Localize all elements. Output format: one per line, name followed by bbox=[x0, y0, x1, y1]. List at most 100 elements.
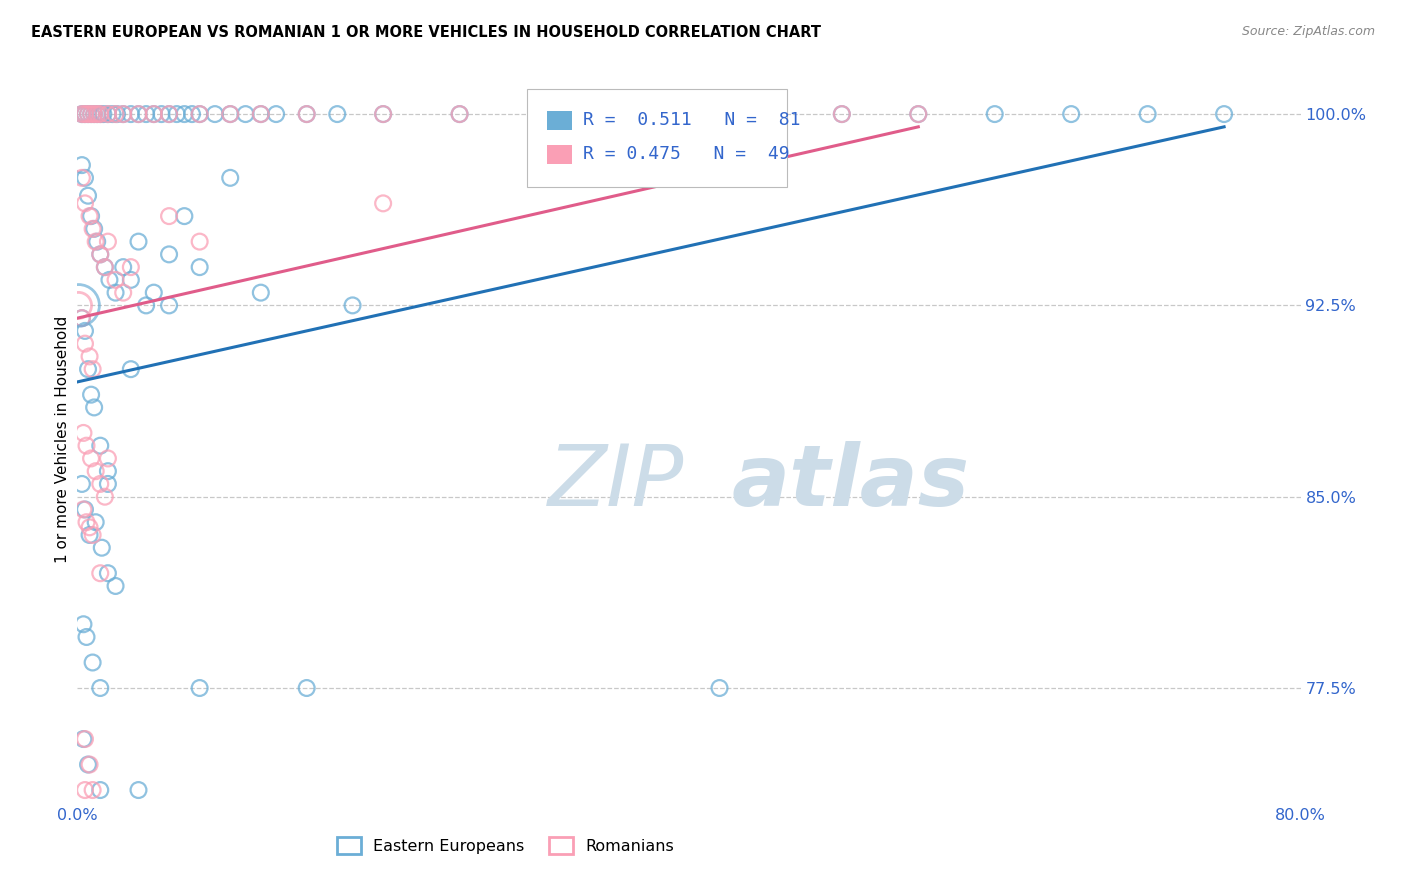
Point bbox=[72, 425, 94, 440]
Point bbox=[326, 107, 349, 121]
Point bbox=[1060, 107, 1083, 121]
Point bbox=[70, 170, 93, 185]
Point bbox=[219, 170, 242, 185]
Point bbox=[76, 515, 98, 529]
Point bbox=[678, 107, 700, 121]
Point bbox=[127, 107, 149, 121]
Point bbox=[77, 757, 100, 772]
Point bbox=[72, 732, 94, 747]
Point bbox=[83, 222, 105, 236]
Point bbox=[142, 285, 165, 300]
Point bbox=[295, 107, 318, 121]
Point bbox=[70, 107, 93, 121]
Point bbox=[127, 107, 149, 121]
Point bbox=[219, 107, 242, 121]
Point bbox=[188, 235, 211, 249]
Point bbox=[104, 579, 127, 593]
Text: EASTERN EUROPEAN VS ROMANIAN 1 OR MORE VEHICLES IN HOUSEHOLD CORRELATION CHART: EASTERN EUROPEAN VS ROMANIAN 1 OR MORE V… bbox=[31, 25, 821, 40]
Point bbox=[112, 107, 135, 121]
Point bbox=[91, 107, 114, 121]
Point bbox=[79, 209, 101, 223]
Point bbox=[342, 298, 364, 312]
Point bbox=[295, 107, 318, 121]
Text: atlas: atlas bbox=[731, 442, 970, 524]
Point bbox=[235, 107, 257, 121]
Point bbox=[709, 681, 731, 695]
Point bbox=[188, 107, 211, 121]
Point bbox=[84, 515, 107, 529]
Point bbox=[89, 477, 111, 491]
Point bbox=[188, 260, 211, 274]
Point bbox=[188, 107, 211, 121]
Point bbox=[105, 107, 128, 121]
Point bbox=[79, 528, 101, 542]
Point bbox=[120, 273, 142, 287]
Point bbox=[602, 107, 624, 121]
Point bbox=[371, 107, 394, 121]
Point bbox=[80, 387, 103, 401]
Point bbox=[101, 107, 124, 121]
Point bbox=[204, 107, 226, 121]
Point bbox=[86, 235, 108, 249]
Point bbox=[97, 107, 120, 121]
Point bbox=[1136, 107, 1159, 121]
Point bbox=[264, 107, 287, 121]
Point bbox=[77, 362, 100, 376]
Point bbox=[70, 311, 93, 326]
Point bbox=[449, 107, 471, 121]
Point bbox=[89, 107, 111, 121]
Point bbox=[219, 107, 242, 121]
Point bbox=[89, 439, 111, 453]
Point bbox=[173, 107, 195, 121]
Point bbox=[166, 107, 188, 121]
Text: R =  0.511   N =  81: R = 0.511 N = 81 bbox=[583, 112, 801, 129]
Point bbox=[76, 439, 98, 453]
Point bbox=[72, 502, 94, 516]
Point bbox=[82, 528, 104, 542]
Point bbox=[80, 107, 103, 121]
Point bbox=[142, 107, 165, 121]
Point bbox=[84, 235, 107, 249]
Point bbox=[524, 107, 547, 121]
Point bbox=[831, 107, 853, 121]
Point bbox=[89, 247, 111, 261]
Point bbox=[80, 451, 103, 466]
Point bbox=[70, 158, 93, 172]
Point bbox=[97, 477, 120, 491]
Point bbox=[449, 107, 471, 121]
Point bbox=[97, 566, 120, 581]
Point bbox=[82, 222, 104, 236]
Point bbox=[524, 107, 547, 121]
Point bbox=[135, 107, 157, 121]
Y-axis label: 1 or more Vehicles in Household: 1 or more Vehicles in Household bbox=[55, 316, 70, 563]
Point bbox=[250, 107, 273, 121]
Point bbox=[73, 732, 96, 747]
Point bbox=[89, 107, 111, 121]
Point bbox=[89, 681, 111, 695]
Point bbox=[157, 107, 180, 121]
Point bbox=[73, 107, 96, 121]
Point bbox=[73, 783, 96, 797]
Point bbox=[188, 681, 211, 695]
Point bbox=[82, 362, 104, 376]
Point bbox=[371, 107, 394, 121]
Point bbox=[73, 336, 96, 351]
Point bbox=[120, 362, 142, 376]
Point bbox=[80, 209, 103, 223]
Text: ZIP: ZIP bbox=[548, 442, 685, 524]
Point bbox=[907, 107, 929, 121]
Legend: Eastern Europeans, Romanians: Eastern Europeans, Romanians bbox=[330, 830, 681, 860]
Point bbox=[80, 107, 103, 121]
Point bbox=[678, 107, 700, 121]
Point bbox=[157, 247, 180, 261]
Text: Source: ZipAtlas.com: Source: ZipAtlas.com bbox=[1241, 25, 1375, 38]
Text: R = 0.475   N =  49: R = 0.475 N = 49 bbox=[583, 145, 790, 163]
Point bbox=[73, 107, 96, 121]
Point bbox=[94, 260, 117, 274]
Point bbox=[120, 260, 142, 274]
Point bbox=[157, 107, 180, 121]
Point bbox=[602, 107, 624, 121]
Point bbox=[86, 107, 108, 121]
Point bbox=[104, 285, 127, 300]
Point bbox=[67, 298, 90, 312]
